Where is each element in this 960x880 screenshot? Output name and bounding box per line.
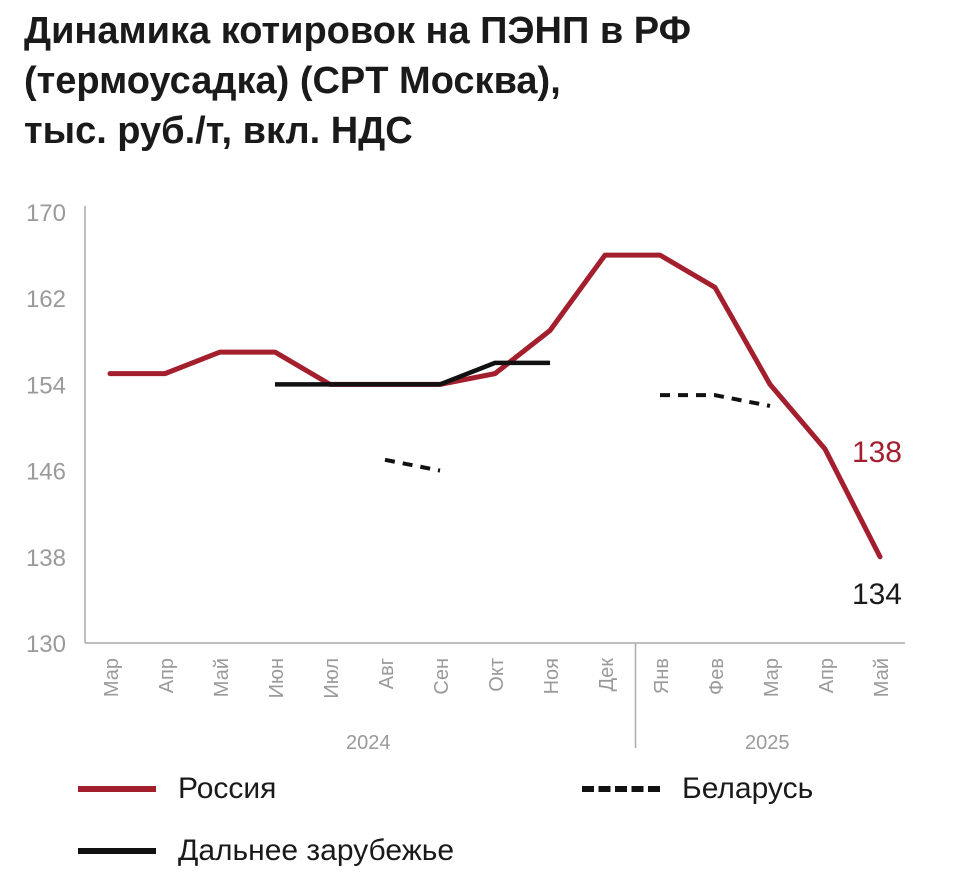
y-tick-label-138: 138 (26, 545, 66, 572)
chart-title: Динамика котировок на ПЭНП в РФ (термоус… (24, 6, 924, 156)
y-tick-label-130: 130 (26, 631, 66, 658)
year-label-2024: 2024 (346, 732, 391, 754)
legend-label-russia: Россия (178, 772, 277, 805)
y-tick-label-146: 146 (26, 459, 66, 486)
x-tick-label-12: Мар (761, 658, 783, 697)
legend-swatch-far-abroad (78, 848, 156, 854)
x-tick-label-3: Июн (266, 658, 288, 698)
x-tick-label-6: Сен (431, 658, 453, 695)
x-tick-label-10: Янв (651, 658, 673, 694)
y-tick-label-162: 162 (26, 286, 66, 313)
x-tick-label-4: Июл (321, 658, 343, 699)
x-tick-label-5: Авг (376, 658, 398, 689)
y-tick-label-170: 170 (26, 200, 66, 227)
legend-label-belarus: Беларусь (682, 772, 814, 805)
series-line-1 (275, 360, 550, 387)
chart-title-line-1: Динамика котировок на ПЭНП в РФ (24, 10, 692, 52)
legend-item-belarus: Беларусь (582, 772, 813, 806)
legend-swatch-belarus (582, 786, 660, 792)
y-tick-label-154: 154 (26, 372, 66, 399)
legend-swatch-russia (78, 786, 156, 792)
annotation-russia-end: 138 (852, 436, 902, 469)
x-tick-label-13: Апр (816, 658, 838, 693)
x-tick-label-8: Ноя (541, 658, 563, 694)
legend-item-far-abroad: Дальнее зарубежье (78, 834, 454, 868)
x-tick-label-2: Май (211, 658, 233, 697)
year-label-2025: 2025 (745, 732, 790, 754)
legend-label-far-abroad: Дальнее зарубежье (178, 834, 455, 867)
x-tick-label-11: Фев (706, 658, 728, 695)
series-dashed-segment-1 (660, 393, 771, 408)
chart-title-line-3: тыс. руб./т, вкл. НДС (24, 110, 413, 152)
chart-title-line-2: (термоусадка) (CPT Москва), (24, 60, 561, 102)
x-tick-label-9: Дек (596, 658, 618, 692)
annotation-far-abroad-end: 134 (852, 578, 902, 611)
x-tick-label-14: Май (871, 658, 893, 697)
x-tick-label-1: Апр (156, 658, 178, 693)
series-dashed-segment-0 (384, 457, 441, 473)
x-tick-label-7: Окт (486, 658, 508, 692)
x-tick-label-0: Мар (101, 658, 123, 697)
legend-item-russia: Россия (78, 772, 276, 806)
series-line-0 (107, 252, 883, 560)
